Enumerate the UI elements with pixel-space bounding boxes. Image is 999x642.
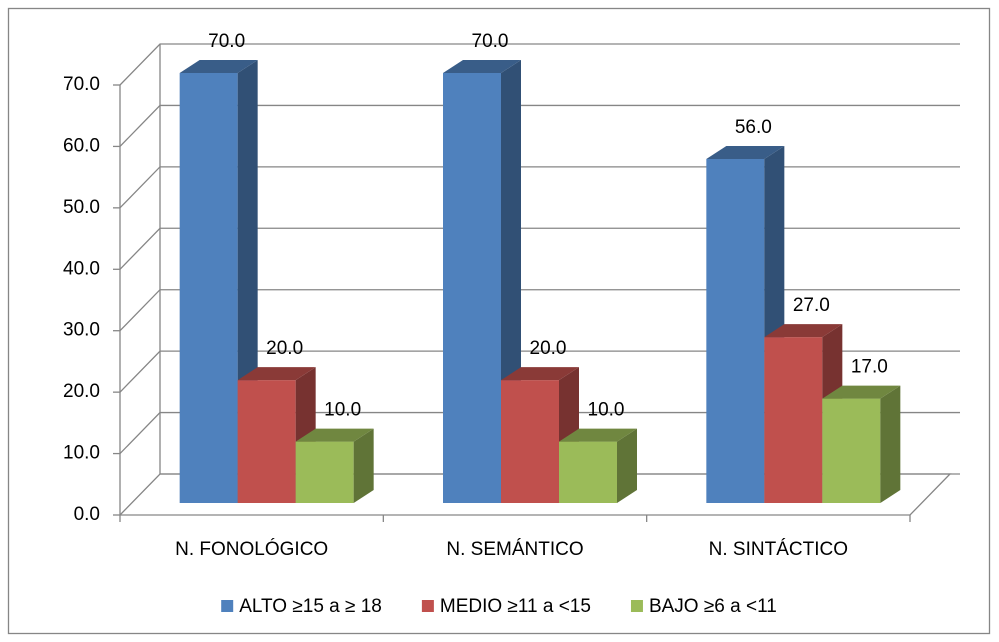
legend-label: MEDIO ≥11 a <15 — [440, 596, 591, 617]
grid-line — [119, 411, 960, 455]
x-tick-label: N. SINTÁCTICO — [709, 539, 848, 560]
value-label: 56.0 — [735, 117, 772, 138]
grid-line — [119, 104, 960, 147]
value-label: 20.0 — [530, 338, 567, 359]
bar-top — [237, 367, 316, 381]
bar — [295, 441, 354, 503]
bar-top — [559, 428, 637, 442]
legend-label: ALTO ≥15 a ≥ 18 — [239, 596, 382, 617]
bar — [706, 159, 765, 503]
x-tick-label: N. FONOLÓGICO — [175, 538, 328, 560]
y-tick-label: 0.0 — [74, 504, 100, 525]
bar-top — [706, 146, 785, 159]
value-label: 70.0 — [208, 31, 245, 52]
bar — [237, 380, 296, 503]
grid-line — [119, 227, 960, 270]
y-tick-label: 70.0 — [63, 74, 100, 95]
legend-label: BAJO ≥6 a <11 — [649, 596, 777, 617]
value-label: 10.0 — [588, 400, 625, 421]
grid-line — [119, 43, 960, 86]
bar — [443, 73, 501, 503]
value-label: 10.0 — [324, 400, 361, 421]
value-label: 27.0 — [793, 295, 830, 316]
y-tick-label: 50.0 — [63, 197, 100, 218]
grid-line — [119, 473, 960, 516]
bar-top — [443, 60, 521, 73]
bar-top — [764, 324, 843, 338]
bar — [501, 380, 559, 503]
bar-side — [880, 385, 901, 503]
grid-line — [119, 166, 960, 209]
bar-top — [295, 428, 374, 442]
bar-side — [617, 428, 637, 503]
bar-side — [353, 428, 374, 503]
legend-swatch — [421, 600, 434, 612]
value-label: 20.0 — [266, 338, 303, 359]
y-tick-label: 10.0 — [63, 443, 100, 464]
bar-top — [822, 385, 901, 399]
y-tick-label: 60.0 — [63, 135, 100, 156]
legend-swatch — [630, 600, 643, 612]
grid-line — [119, 350, 960, 393]
value-label: 17.0 — [851, 357, 888, 378]
x-tick-label: N. SEMÁNTICO — [446, 539, 583, 560]
bar — [822, 398, 881, 503]
bar — [559, 441, 617, 503]
bar — [764, 337, 823, 503]
value-label: 70.0 — [472, 31, 509, 52]
y-tick-label: 30.0 — [63, 320, 100, 341]
bar-top — [501, 367, 579, 381]
y-tick-label: 40.0 — [63, 258, 100, 279]
y-tick-label: 20.0 — [63, 381, 100, 402]
legend-swatch — [221, 600, 234, 612]
bar-top — [179, 60, 258, 73]
bar — [179, 73, 238, 503]
grid-line — [119, 289, 960, 332]
